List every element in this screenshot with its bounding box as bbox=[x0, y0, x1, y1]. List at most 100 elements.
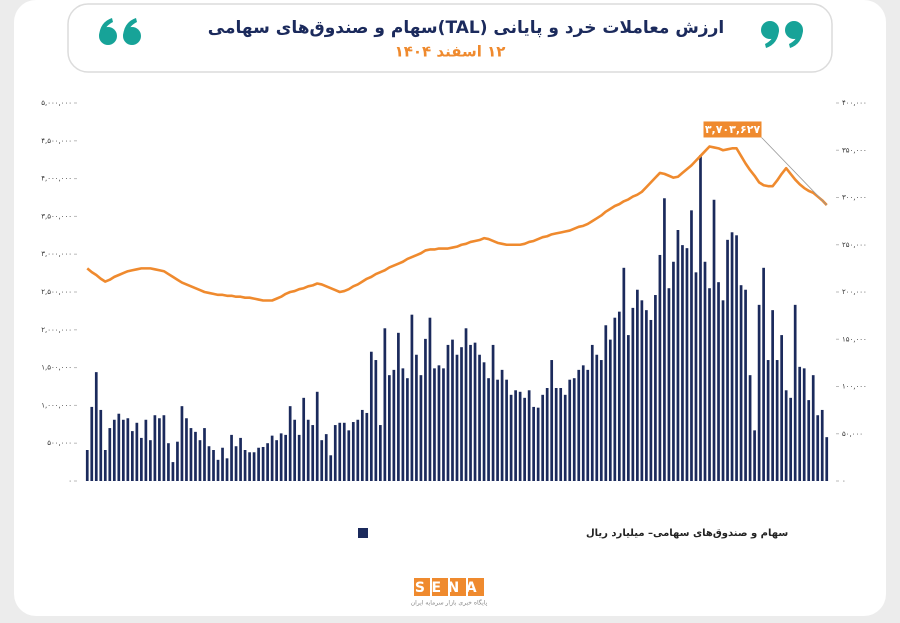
bar bbox=[663, 198, 666, 482]
bar bbox=[99, 409, 103, 481]
bar bbox=[144, 419, 148, 481]
bar bbox=[162, 415, 166, 481]
bar bbox=[103, 450, 107, 481]
bar bbox=[798, 366, 802, 481]
bar bbox=[347, 430, 351, 481]
bar bbox=[757, 304, 761, 481]
bar bbox=[613, 317, 617, 481]
bar bbox=[275, 440, 278, 481]
bar bbox=[599, 360, 603, 481]
bar bbox=[424, 338, 427, 481]
bar bbox=[681, 245, 684, 481]
bar bbox=[518, 391, 522, 481]
bar bbox=[784, 390, 788, 481]
bar bbox=[608, 339, 612, 481]
bar bbox=[654, 295, 657, 481]
bar bbox=[500, 369, 504, 481]
bar bbox=[478, 354, 481, 481]
y-tick-label: ۴,۰۰۰,۰۰۰ bbox=[41, 175, 72, 183]
line bbox=[86, 145, 828, 302]
bar bbox=[306, 419, 310, 481]
bar bbox=[626, 335, 630, 481]
bar bbox=[766, 360, 770, 481]
card bbox=[14, 0, 886, 616]
brand-logo: SENA پایگاه خبری بازار سرمایه ایران bbox=[411, 578, 488, 607]
y2-tick-label: ۵۰,۰۰۰ bbox=[842, 430, 863, 438]
y-tick-label: ۱,۵۰۰,۰۰۰ bbox=[41, 364, 72, 372]
bar bbox=[753, 430, 756, 481]
bar bbox=[171, 462, 175, 481]
bar bbox=[672, 261, 675, 481]
bar bbox=[243, 450, 247, 481]
bar bbox=[676, 230, 680, 481]
chart-subtitle: ۱۲ اسفند ۱۴۰۴ bbox=[395, 43, 506, 61]
bar bbox=[185, 418, 188, 481]
bar bbox=[708, 288, 711, 481]
bar bbox=[604, 325, 608, 481]
bar bbox=[333, 425, 337, 481]
bar bbox=[324, 434, 328, 481]
brand-tagline: پایگاه خبری بازار سرمایه ایران bbox=[411, 599, 488, 607]
bar bbox=[198, 440, 202, 481]
bar bbox=[176, 441, 179, 481]
bar bbox=[428, 317, 432, 481]
bar bbox=[509, 394, 513, 481]
bar bbox=[311, 425, 315, 481]
bar bbox=[167, 443, 170, 481]
legend-swatch bbox=[358, 528, 368, 538]
bar bbox=[541, 394, 545, 481]
bar bbox=[703, 261, 707, 481]
bar bbox=[126, 418, 130, 481]
bar bbox=[816, 415, 820, 481]
bar bbox=[473, 342, 477, 481]
bar bbox=[712, 199, 716, 481]
bar bbox=[360, 409, 364, 481]
bar bbox=[351, 422, 355, 481]
bar bbox=[130, 431, 134, 481]
bar bbox=[523, 397, 526, 481]
bar bbox=[320, 440, 324, 481]
bar bbox=[378, 425, 382, 481]
bar bbox=[482, 362, 486, 481]
bar bbox=[230, 434, 233, 481]
bar bbox=[496, 379, 499, 481]
bar bbox=[469, 344, 472, 481]
bar bbox=[780, 335, 784, 481]
bar bbox=[536, 407, 540, 481]
y-tick-label: ۴,۵۰۰,۰۰۰ bbox=[41, 137, 72, 145]
bar bbox=[527, 390, 531, 481]
bar bbox=[329, 455, 333, 481]
bar bbox=[135, 422, 139, 481]
y-tick-label: ۵,۰۰۰,۰۰۰ bbox=[41, 99, 72, 107]
bar bbox=[649, 319, 653, 481]
bar bbox=[658, 254, 662, 481]
y2-tick-label: ۱۵۰,۰۰۰ bbox=[842, 335, 867, 343]
y-tick-label: ۵۰۰,۰۰۰ bbox=[47, 439, 72, 447]
y2-tick-label: ۲۰۰,۰۰۰ bbox=[842, 288, 867, 296]
brand-name: SENA bbox=[415, 580, 483, 596]
bar bbox=[415, 354, 418, 481]
bar bbox=[811, 375, 815, 481]
bar bbox=[568, 379, 572, 481]
bar bbox=[636, 289, 639, 481]
bar bbox=[730, 232, 734, 481]
bar bbox=[85, 450, 89, 481]
bar bbox=[460, 347, 463, 481]
bar bbox=[699, 155, 702, 481]
y2-tick-label: ۰ bbox=[842, 477, 846, 485]
bar bbox=[270, 435, 274, 481]
bar bbox=[721, 300, 725, 481]
bar bbox=[284, 434, 288, 481]
y-tick-label: ۱,۰۰۰,۰۰۰ bbox=[41, 401, 72, 409]
bar bbox=[279, 433, 283, 481]
y-tick-label: ۲,۰۰۰,۰۰۰ bbox=[41, 326, 72, 334]
bar bbox=[194, 431, 197, 481]
header-box bbox=[67, 3, 833, 73]
y2-tick-label: ۲۵۰,۰۰۰ bbox=[842, 241, 867, 249]
bar bbox=[365, 412, 369, 481]
bar bbox=[266, 443, 269, 481]
bar bbox=[667, 288, 671, 481]
bar bbox=[487, 378, 490, 481]
bar bbox=[406, 378, 409, 481]
bar bbox=[446, 344, 450, 481]
